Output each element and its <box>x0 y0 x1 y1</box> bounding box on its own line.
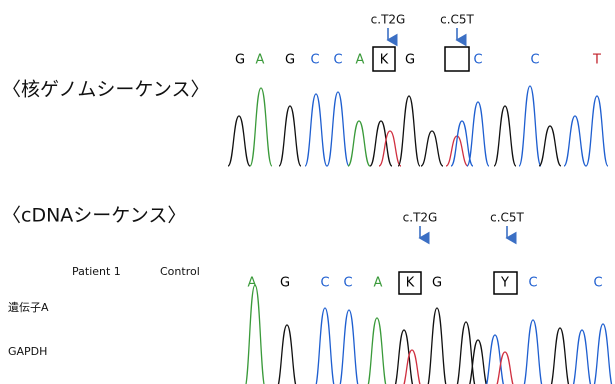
trace-peak <box>379 131 401 166</box>
mutation-label: c.C5T <box>490 211 524 225</box>
mutation-label: c.T2G <box>403 211 438 225</box>
base-call: A <box>256 53 265 68</box>
variant-box <box>445 47 469 71</box>
trace-peak <box>327 92 349 166</box>
trace-peak <box>421 131 443 166</box>
trace-peak <box>564 116 586 166</box>
base-call: A <box>248 276 257 291</box>
base-call: A <box>356 53 365 68</box>
base-call: C <box>343 276 352 291</box>
trace-peak <box>426 308 448 384</box>
mutation-label: c.C5T <box>440 13 474 27</box>
base-call: C <box>320 276 329 291</box>
trace-peak <box>494 352 516 384</box>
base-call: T <box>592 53 601 68</box>
trace-peak <box>586 96 608 166</box>
trace-peak <box>592 324 614 384</box>
trace-peak <box>539 126 561 166</box>
base-call: A <box>374 276 383 291</box>
base-call: G <box>432 276 442 291</box>
trace-peak <box>519 86 541 166</box>
trace-peak <box>305 94 327 166</box>
base-call: Y <box>500 276 509 291</box>
trace-peak <box>244 285 266 384</box>
trace-peak <box>494 106 516 166</box>
base-call: K <box>380 53 389 68</box>
trace-peak <box>370 121 392 166</box>
base-call: C <box>310 53 319 68</box>
row-label: 遺伝子A <box>8 300 49 314</box>
heading: 〈cDNAシーケンス〉 <box>2 205 186 227</box>
base-call: C <box>473 53 482 68</box>
base-call: G <box>235 53 245 68</box>
trace-peak <box>549 328 571 384</box>
trace-peak <box>279 106 301 166</box>
chromatogram <box>228 86 614 384</box>
column-label: Patient 1 <box>72 265 121 278</box>
base-call: C <box>593 276 602 291</box>
heading: 〈核ゲノムシーケンス〉 <box>2 79 209 101</box>
trace-peak <box>250 88 272 166</box>
trace-peak <box>522 320 544 384</box>
trace-peak <box>467 102 489 166</box>
trace-peak <box>228 116 250 166</box>
figure: 〈核ゲノムシーケンス〉 〈cDNAシーケンス〉 Patient 1 Contro… <box>0 0 615 384</box>
trace-peak <box>571 330 593 384</box>
column-label: Control <box>160 265 200 278</box>
trace-peak <box>393 330 415 384</box>
base-call: C <box>333 53 342 68</box>
trace-peak <box>276 325 298 384</box>
trace-peak <box>484 335 506 384</box>
base-call: G <box>285 53 295 68</box>
trace-peak <box>366 318 388 384</box>
base-call: G <box>405 53 415 68</box>
base-call: C <box>530 53 539 68</box>
row-label: GAPDH <box>8 345 47 358</box>
mutation-label: c.T2G <box>371 13 406 27</box>
trace-peak <box>348 121 370 166</box>
base-call: G <box>280 276 290 291</box>
base-call: K <box>406 276 415 291</box>
trace-peak <box>314 308 336 384</box>
trace-peak <box>398 96 420 166</box>
trace-peak <box>338 310 360 384</box>
base-call: C <box>528 276 537 291</box>
